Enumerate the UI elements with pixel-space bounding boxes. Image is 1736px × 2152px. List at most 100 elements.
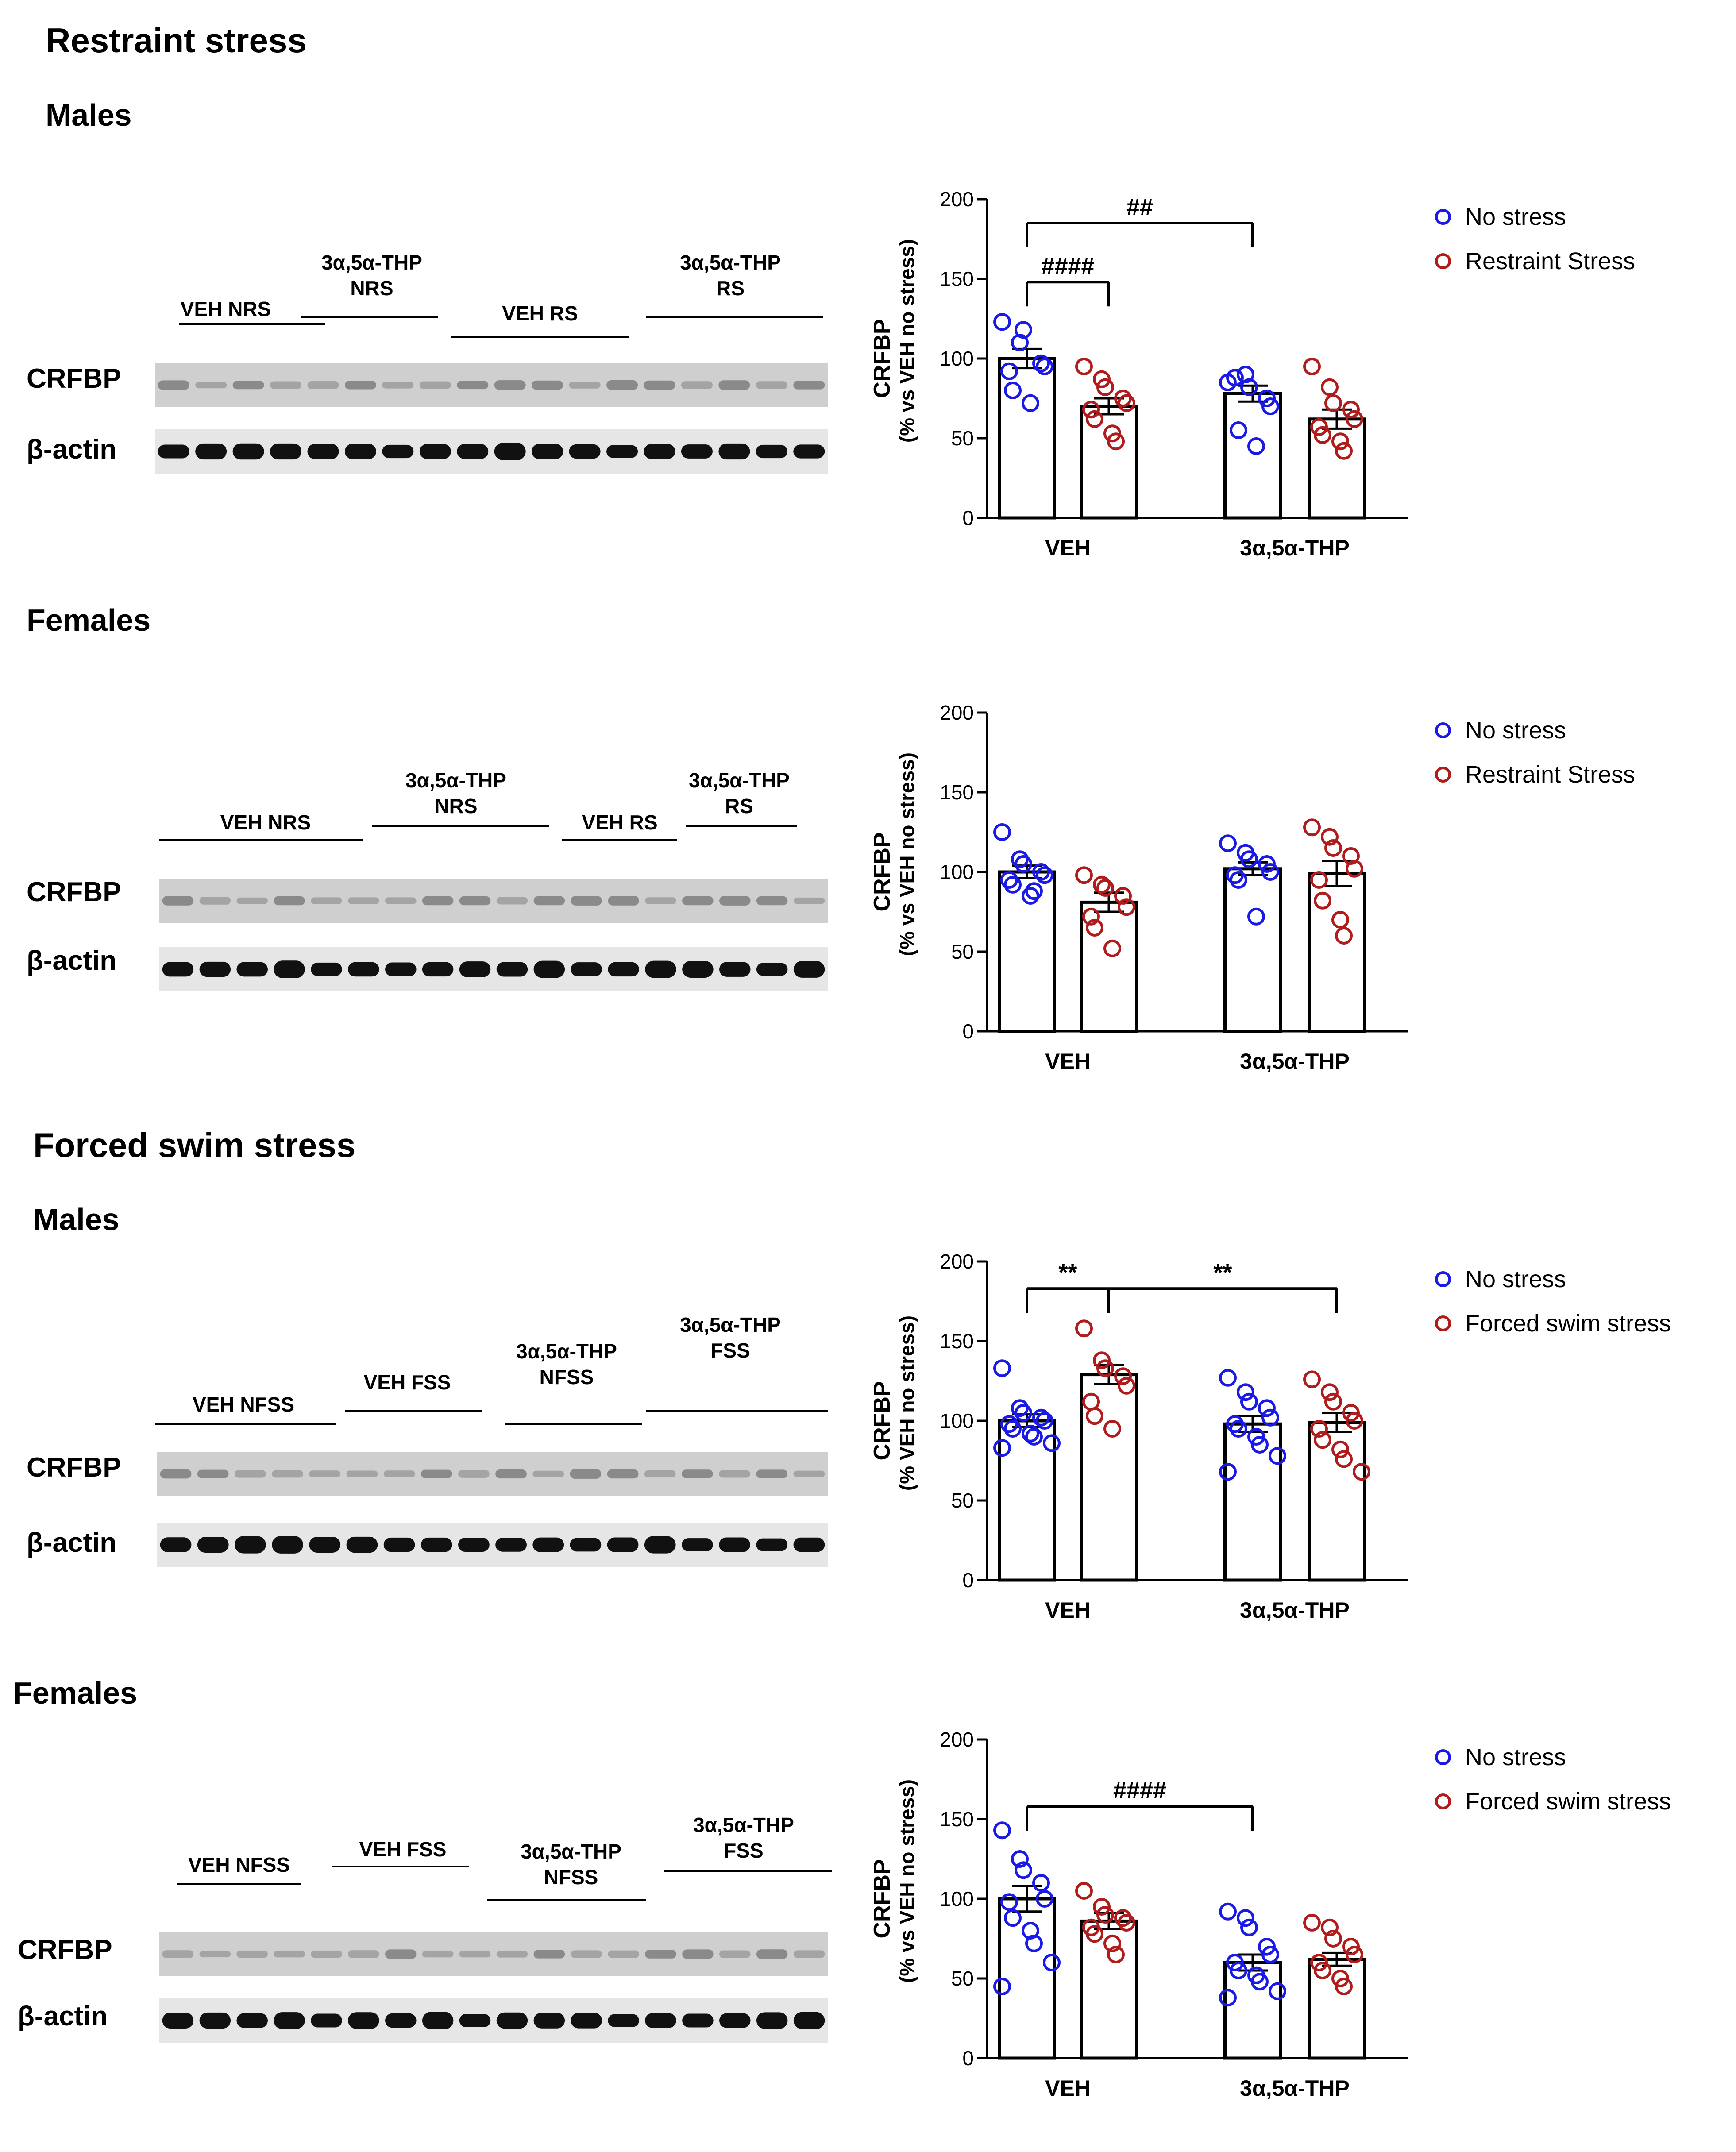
data-point: [1346, 410, 1363, 428]
blot-band: [199, 1951, 231, 1958]
data-point: [1219, 1463, 1237, 1481]
blot-band: [495, 1469, 527, 1479]
blot-band: [272, 1536, 303, 1554]
blot-band: [533, 2013, 565, 2029]
x-category-label: VEH: [1045, 1598, 1091, 1623]
blot-group-label: 3α,5α-THP NRS: [321, 251, 422, 300]
data-point: [1086, 1925, 1103, 1943]
blot-band: [197, 1537, 229, 1553]
legend-label: No stress: [1465, 1266, 1566, 1292]
data-point: [1096, 879, 1114, 897]
legend-label: No stress: [1465, 1744, 1566, 1770]
blot-band: [496, 962, 528, 977]
blot-band: [719, 1470, 750, 1478]
blot-band: [311, 962, 342, 976]
blot-band: [682, 1469, 713, 1478]
legend-label: No stress: [1465, 204, 1566, 230]
blot-group-underline: [345, 1410, 482, 1412]
x-category-label: VEH: [1045, 2076, 1091, 2101]
blot-band: [756, 1469, 788, 1478]
bar: [998, 357, 1056, 520]
data-point: [1251, 1973, 1269, 1991]
data-point: [1303, 818, 1321, 837]
data-point: [1219, 1902, 1237, 1921]
y-axis-label-units: (% vs VEH no stress): [895, 239, 918, 443]
blot-band: [719, 962, 751, 977]
data-point: [1082, 401, 1100, 419]
data-point: [1321, 828, 1339, 846]
data-point: [1093, 875, 1111, 894]
blot-band: [532, 444, 563, 459]
blot-strip-crfbp: [159, 879, 828, 923]
blot-band: [274, 896, 305, 906]
blot-group-label: 3α,5α-THP NFSS: [521, 1840, 621, 1889]
y-tick-label: 100: [940, 1887, 974, 1910]
blot-group-underline: [562, 839, 677, 841]
y-axis-label-units: (% vs VEH no stress): [895, 1779, 918, 1983]
blot-band: [571, 962, 602, 976]
blot-band: [569, 382, 601, 389]
chart-svg: 0 50 100 150 200 CRFBP (% vs VEH no stress) VEH…: [869, 1728, 1671, 2101]
blot-band: [195, 382, 227, 389]
blot-band: [420, 1537, 452, 1552]
y-tick-label: 150: [940, 1330, 974, 1353]
blot-band: [682, 896, 714, 906]
data-point: [1036, 1412, 1053, 1430]
y-tick-label: 0: [962, 1569, 974, 1592]
data-point: [1303, 1370, 1321, 1388]
blot-band: [385, 897, 417, 904]
y-axis-label-units: (% VEH no stress): [895, 1315, 918, 1491]
bar-chart-fss-males: 0 50 100 150 200 CRFBP (% VEH no stress) VEH 3α,…: [841, 1230, 1709, 1673]
data-point: [1342, 1404, 1360, 1422]
blot-band: [719, 1950, 751, 1958]
blot-row-label-beta-actin: β-actin: [27, 945, 117, 976]
blot-band: [756, 896, 788, 906]
legend-label: Restraint Stress: [1465, 761, 1635, 788]
blot-band: [199, 897, 231, 905]
section-title-restraint: Restraint stress: [46, 21, 307, 60]
data-point: [1032, 354, 1050, 372]
blot-group-underline: [301, 316, 438, 318]
blot-band: [496, 897, 528, 905]
bar: [1080, 1919, 1138, 2060]
data-point: [1314, 1431, 1331, 1449]
blot-strip-crfbp: [159, 1932, 828, 1976]
data-point: [993, 313, 1011, 331]
blot-band: [199, 2012, 231, 2029]
blot-band: [420, 1469, 452, 1478]
data-point: [1310, 871, 1328, 889]
blot-band: [270, 443, 302, 460]
data-point: [1314, 1962, 1331, 1979]
blot-band: [718, 380, 750, 390]
sex-label-fss-females: Females: [13, 1676, 138, 1710]
blot-band: [793, 1470, 825, 1477]
blot-band: [756, 2012, 788, 2029]
blot-band: [236, 1950, 268, 1958]
data-point: [1032, 863, 1050, 881]
legend-marker: [1435, 722, 1451, 738]
blot-band: [682, 960, 714, 978]
blot-band: [496, 1951, 528, 1958]
blot-band: [311, 1950, 342, 1958]
blot-band: [419, 381, 451, 389]
bar-chart-fss-females: 0 50 100 150 200 CRFBP (% vs VEH no stress) VEH…: [841, 1708, 1709, 2151]
data-point: [1261, 397, 1279, 415]
blot-band: [793, 897, 825, 904]
data-point: [1269, 1447, 1286, 1465]
blot-band: [644, 380, 675, 390]
blot-band: [419, 444, 451, 459]
data-point: [1015, 321, 1032, 339]
blot-row-label-beta-actin: β-actin: [27, 1527, 117, 1558]
data-point: [1247, 907, 1265, 926]
blot-band: [348, 897, 379, 904]
data-point: [1000, 1893, 1018, 1911]
data-point: [1261, 1946, 1279, 1963]
y-tick-label: 150: [940, 1808, 974, 1831]
data-point: [1258, 390, 1276, 407]
blot-band: [533, 960, 565, 978]
blot-strip-crfbp: [157, 1452, 828, 1496]
chart-svg: 0 50 100 150 200 CRFBP (% vs VEH no stress) VEH…: [869, 188, 1635, 560]
data-point: [1103, 1420, 1121, 1438]
blot-band: [756, 381, 787, 389]
data-point: [1022, 1424, 1039, 1442]
